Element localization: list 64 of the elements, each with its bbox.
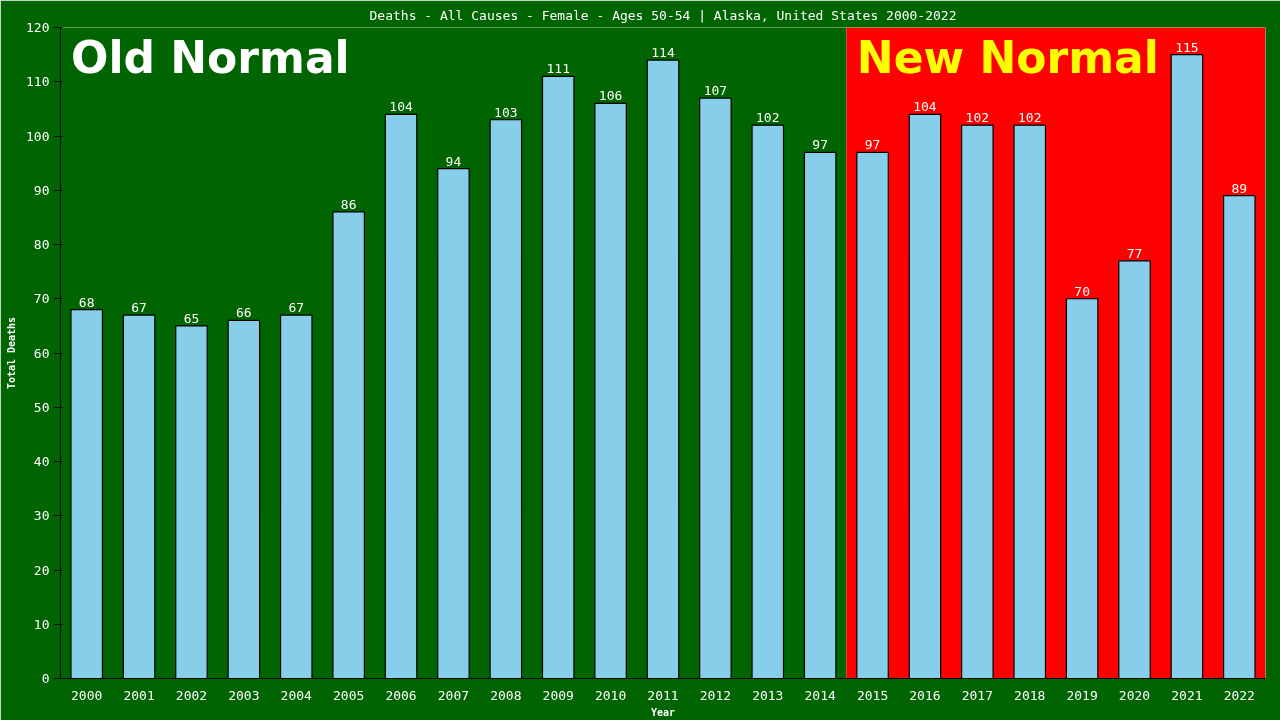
x-tick-label: 2002 bbox=[175, 687, 208, 703]
data-label: 102 bbox=[965, 110, 990, 126]
data-label: 102 bbox=[1018, 110, 1042, 126]
x-tick-label: 2021 bbox=[1171, 687, 1203, 703]
x-tick-label: 2003 bbox=[228, 687, 260, 703]
band-label: New Normal bbox=[856, 31, 1159, 83]
y-tick-label: 110 bbox=[26, 74, 50, 90]
x-tick-label: 2007 bbox=[437, 687, 470, 703]
x-tick-label: 2000 bbox=[71, 687, 103, 703]
x-tick-label: 2013 bbox=[752, 687, 784, 703]
x-tick-label: 2020 bbox=[1118, 687, 1151, 703]
data-label: 111 bbox=[546, 61, 570, 77]
data-label: 66 bbox=[236, 305, 252, 321]
y-tick-label: 80 bbox=[33, 237, 50, 252]
data-label: 104 bbox=[913, 99, 937, 115]
data-label: 65 bbox=[183, 310, 200, 326]
y-tick-label: 60 bbox=[33, 345, 50, 361]
data-label: 67 bbox=[131, 300, 147, 316]
x-tick-label: 2017 bbox=[961, 687, 994, 703]
y-tick-label: 20 bbox=[33, 562, 50, 578]
data-label: 94 bbox=[445, 153, 462, 169]
y-tick-label: 40 bbox=[33, 454, 50, 469]
x-tick-label: 2001 bbox=[123, 687, 155, 703]
x-tick-label: 2019 bbox=[1066, 687, 1098, 703]
data-label: 107 bbox=[703, 83, 728, 99]
data-label: 106 bbox=[598, 88, 623, 104]
data-label: 97 bbox=[812, 137, 828, 153]
x-tick-label: 2016 bbox=[909, 687, 941, 703]
x-tick-label: 2009 bbox=[542, 687, 574, 703]
data-label: 77 bbox=[1126, 245, 1143, 261]
y-tick-label: 70 bbox=[33, 291, 50, 307]
data-label: 68 bbox=[78, 294, 95, 310]
x-tick-label: 2022 bbox=[1223, 687, 1255, 703]
chart-title: Deaths - All Causes - Female - Ages 50-54 | Alaska, United States 2000-2022 bbox=[369, 7, 957, 23]
x-axis-title: Year bbox=[650, 706, 676, 718]
x-tick-label: 2015 bbox=[856, 687, 889, 703]
data-label: 70 bbox=[1074, 283, 1090, 299]
x-tick-label: 2014 bbox=[804, 687, 836, 703]
x-tick-label: 2008 bbox=[490, 687, 522, 703]
y-tick-label: 0 bbox=[41, 671, 50, 686]
x-tick-label: 2018 bbox=[1014, 687, 1046, 703]
data-label: 114 bbox=[651, 45, 675, 61]
y-tick-label: 100 bbox=[26, 128, 50, 144]
data-label: 102 bbox=[756, 110, 780, 126]
y-tick-label: 10 bbox=[33, 616, 50, 632]
data-label: 115 bbox=[1175, 39, 1199, 55]
y-tick-label: 120 bbox=[26, 20, 50, 35]
y-tick-label: 30 bbox=[33, 508, 50, 524]
data-label: 67 bbox=[288, 300, 305, 316]
x-tick-label: 2012 bbox=[699, 687, 732, 703]
y-tick-label: 50 bbox=[33, 399, 50, 415]
x-tick-label: 2010 bbox=[594, 687, 627, 703]
data-label: 97 bbox=[864, 137, 881, 153]
data-label: 103 bbox=[494, 104, 518, 120]
band-label: Old Normal bbox=[70, 31, 350, 83]
y-axis-title: Total Deaths bbox=[6, 316, 18, 390]
y-tick-label: 90 bbox=[33, 182, 50, 198]
x-tick-label: 2011 bbox=[647, 687, 679, 703]
x-tick-label: 2004 bbox=[280, 687, 313, 703]
x-tick-label: 2006 bbox=[385, 687, 417, 703]
data-label: 86 bbox=[340, 196, 357, 212]
data-label: 104 bbox=[389, 99, 413, 115]
data-label: 89 bbox=[1231, 180, 1248, 196]
x-tick-label: 2005 bbox=[333, 687, 365, 703]
